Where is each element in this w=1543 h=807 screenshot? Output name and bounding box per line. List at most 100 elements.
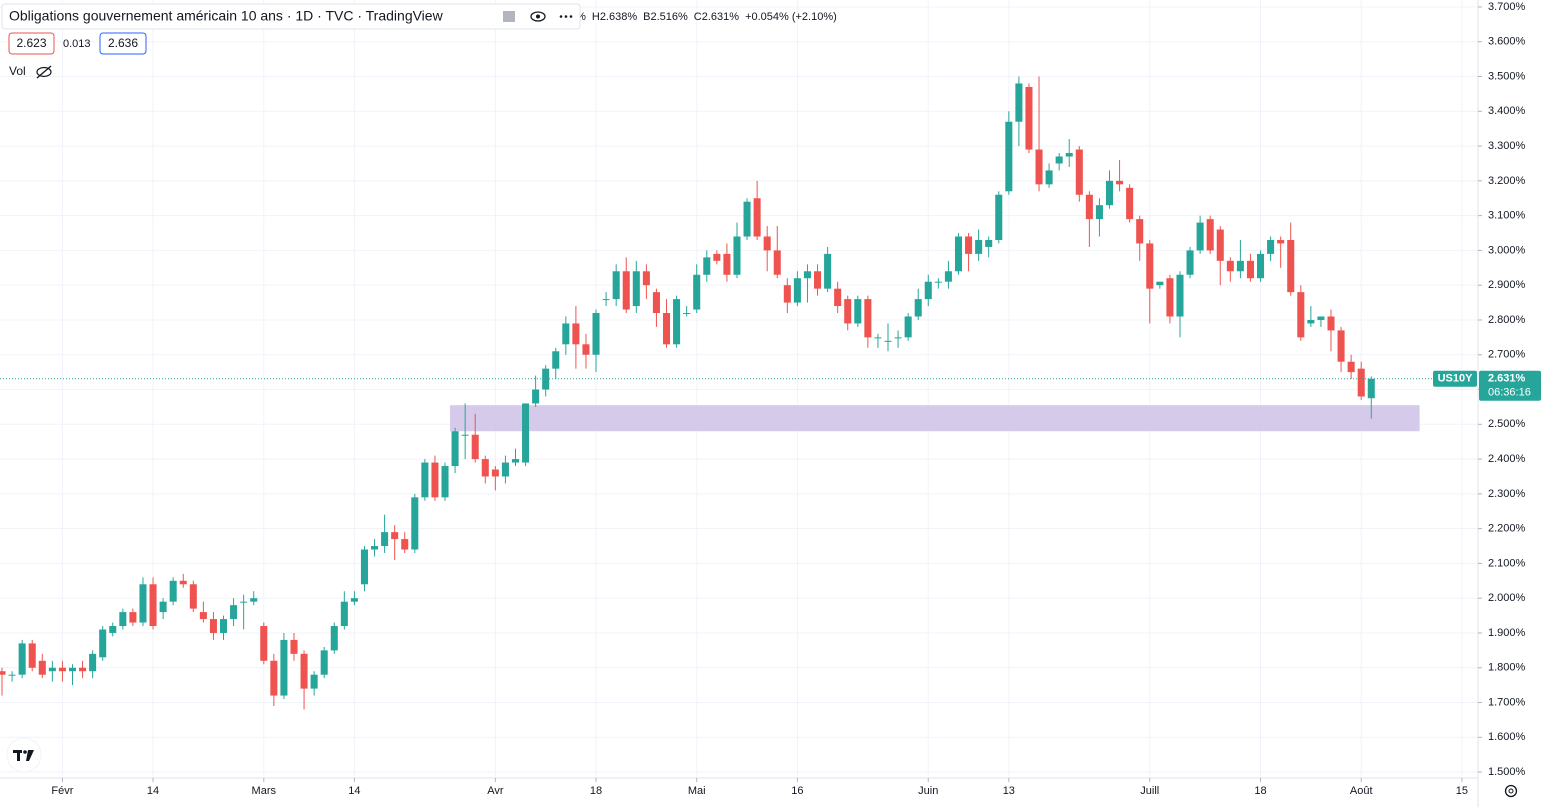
candle-body: [1116, 180, 1124, 185]
x-tick-label: Févr: [51, 785, 73, 797]
ask-box[interactable]: [99, 32, 147, 55]
candle-body: [0, 671, 6, 675]
candle-body: [431, 462, 439, 498]
y-tick-label: 1.500%: [1488, 766, 1526, 778]
candle-body: [219, 619, 228, 633]
candle-body: [371, 546, 379, 550]
flag-icon[interactable]: [503, 11, 515, 22]
eye-icon[interactable]: [530, 11, 546, 22]
candle-body: [763, 236, 771, 251]
candle-body: [773, 250, 781, 275]
candle-body: [109, 626, 117, 633]
candle-body: [290, 639, 298, 654]
price-box: [1479, 370, 1541, 401]
candle-body: [330, 626, 338, 651]
y-tick-label: 3.100%: [1488, 210, 1526, 222]
candle-body: [1035, 149, 1043, 185]
candles: [0, 76, 1375, 710]
candle-body: [703, 257, 711, 275]
candle-body: [632, 271, 640, 307]
candle-body: [844, 299, 852, 324]
candle-body: [874, 337, 882, 339]
candle-body: [38, 660, 46, 675]
candle-body: [461, 434, 469, 436]
candle-body: [300, 653, 308, 689]
x-tick-label: Avr: [487, 785, 504, 797]
candle-body: [854, 299, 862, 324]
candle-body: [280, 639, 288, 696]
candle-body: [1075, 149, 1083, 195]
candle-body: [1206, 219, 1214, 251]
candle-body: [18, 643, 26, 675]
ohlc-item: C2.631%: [694, 11, 739, 23]
candle-body: [1025, 86, 1033, 150]
x-tick-label: Mars: [252, 785, 277, 797]
candle-body: [28, 643, 36, 668]
y-tick-label: 3.500%: [1488, 70, 1526, 82]
candle-body: [270, 660, 278, 696]
y-tick-label: 2.200%: [1488, 523, 1526, 535]
candle-body: [662, 313, 671, 345]
candle-body: [421, 462, 429, 498]
x-tick-label: 18: [1254, 785, 1266, 797]
x-tick-label: 14: [147, 785, 159, 797]
title-box[interactable]: [1, 3, 581, 30]
candle-body: [381, 532, 389, 547]
candle-body: [1196, 222, 1204, 251]
candle-body: [532, 389, 540, 404]
candle-body: [814, 271, 822, 289]
hidden-eye-icon[interactable]: [36, 65, 52, 79]
candle-body: [562, 323, 570, 345]
y-tick-label: 3.600%: [1488, 36, 1526, 48]
chart-title: Obligations gouvernement américain 10 an…: [9, 8, 444, 24]
candle-body: [914, 299, 922, 317]
candle-body: [683, 313, 691, 315]
ohlc-item: H2.638%: [592, 11, 637, 23]
candle-body: [199, 612, 207, 620]
candle-body: [783, 285, 791, 303]
candle-body: [824, 253, 832, 289]
bid-box[interactable]: [8, 32, 55, 55]
more-icon[interactable]: [559, 15, 573, 18]
y-tick-label: 3.000%: [1488, 244, 1526, 256]
candle-body: [723, 253, 731, 275]
candle-body: [1327, 316, 1335, 331]
candle-body: [1307, 319, 1315, 324]
y-tick-label: 2.500%: [1488, 418, 1526, 430]
candle-body: [391, 532, 399, 540]
candle-body: [1267, 239, 1275, 254]
candle-body: [1186, 250, 1194, 275]
candle-body: [602, 299, 610, 301]
candle-body: [340, 601, 348, 627]
price-label: 2.631%: [1488, 373, 1526, 385]
candle-body: [572, 323, 580, 345]
settings-icon[interactable]: [1504, 784, 1518, 798]
candle-body: [1297, 292, 1305, 338]
candle-body: [89, 653, 97, 672]
candle-body: [934, 281, 942, 283]
candle-body: [1216, 229, 1224, 261]
x-tick-label: Juin: [918, 785, 938, 797]
candle-body: [58, 667, 66, 672]
candle-body: [149, 584, 157, 627]
candle-body: [592, 313, 600, 355]
y-tick-label: 2.100%: [1488, 557, 1526, 569]
candle-body: [119, 612, 127, 627]
candle-body: [975, 239, 983, 254]
candle-body: [743, 201, 751, 237]
y-tick-label: 2.900%: [1488, 279, 1526, 291]
candle-body: [673, 299, 681, 345]
candle-body: [1367, 378, 1375, 399]
symbol-label: US10Y: [1438, 373, 1474, 385]
candle-body: [411, 497, 419, 550]
candle-body: [48, 667, 56, 672]
candle-body: [985, 239, 993, 247]
candle-body: [139, 584, 147, 623]
volume-label: Vol: [9, 64, 26, 78]
y-tick-label: 2.000%: [1488, 592, 1526, 604]
bid: 2.623: [16, 36, 46, 50]
countdown-label: 06:36:16: [1488, 387, 1531, 399]
candle-body: [733, 236, 741, 275]
candle-body: [1005, 121, 1013, 192]
